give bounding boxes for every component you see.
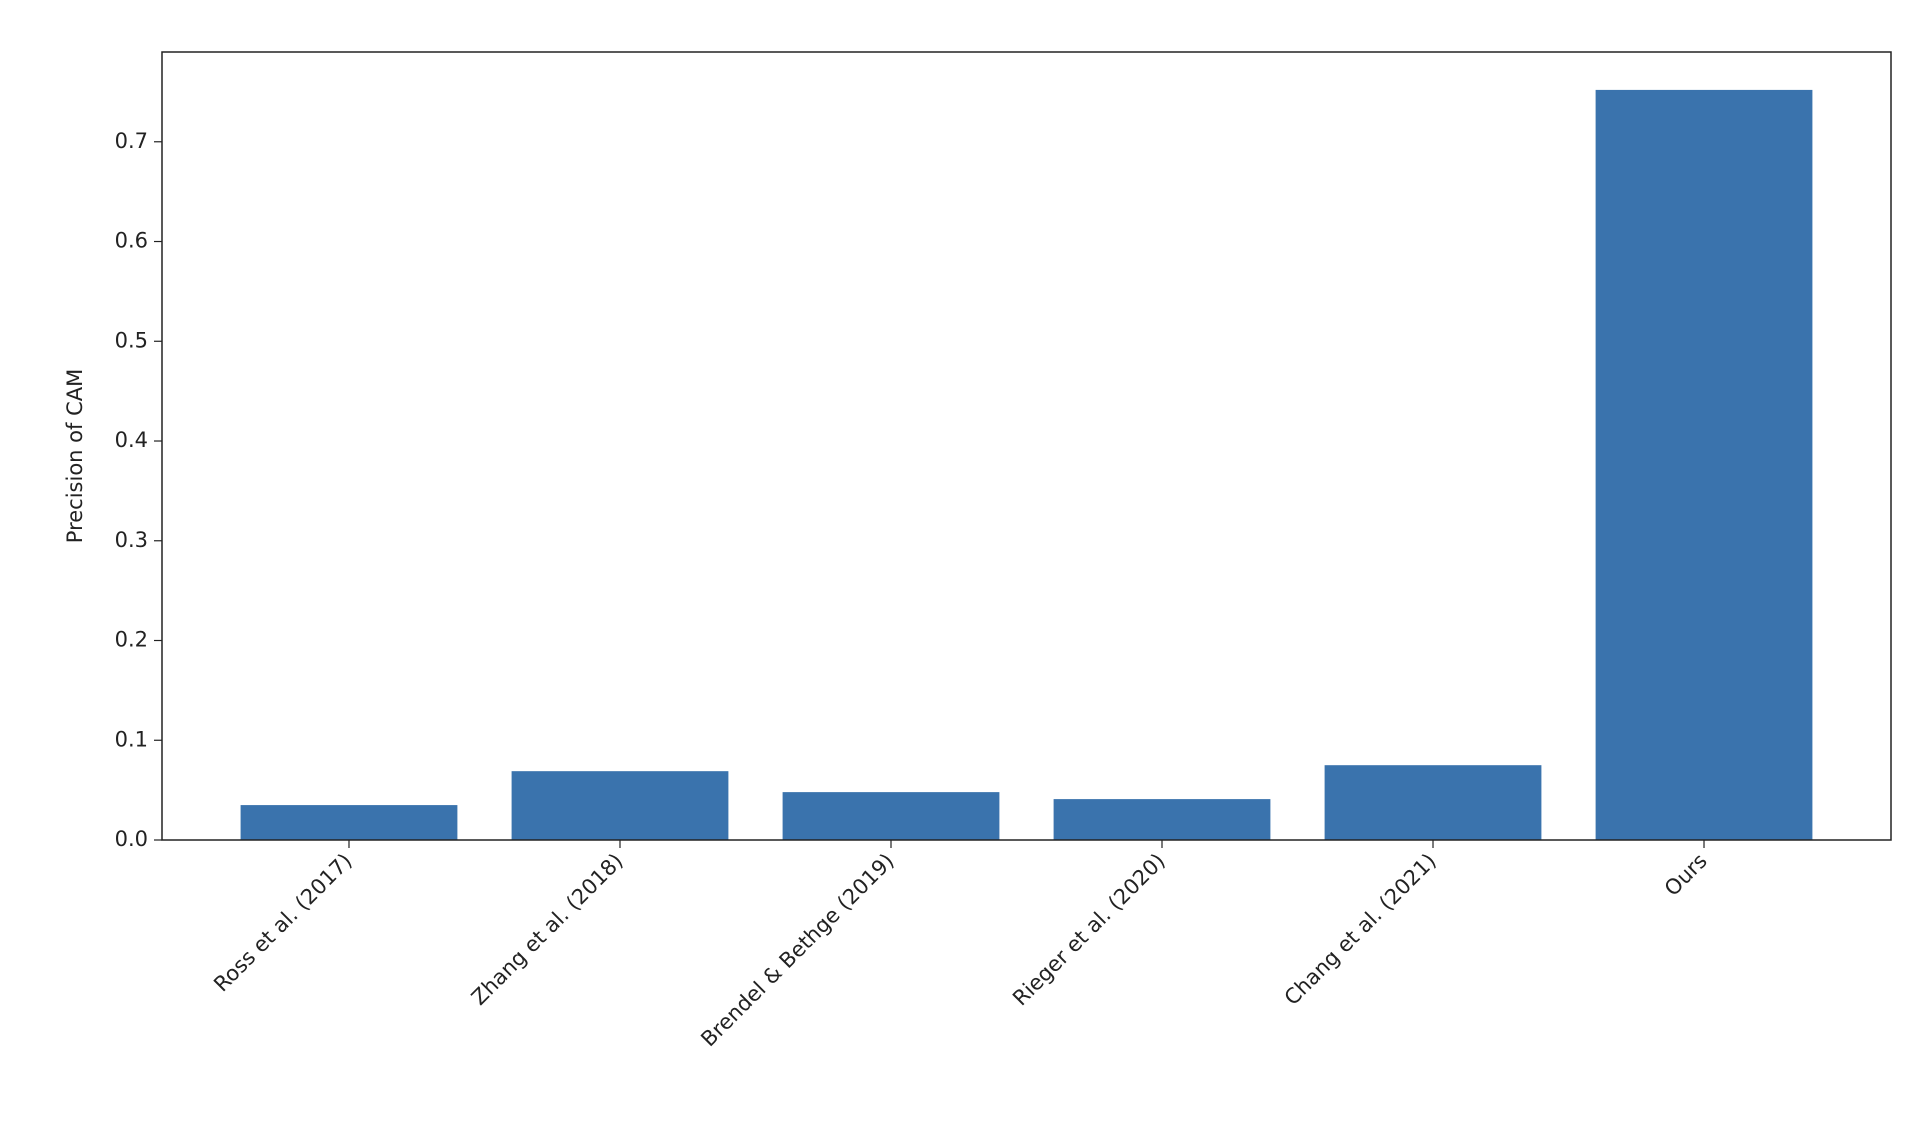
- y-tick-label: 0.2: [115, 628, 148, 652]
- y-tick-label: 0.6: [115, 229, 148, 253]
- bar: [240, 805, 458, 840]
- x-tick-label: Brendel & Bethge (2019): [696, 849, 898, 1051]
- bar: [1595, 89, 1813, 840]
- y-tick-label: 0.4: [115, 428, 148, 452]
- x-tick-label: Chang et al. (2021): [1280, 849, 1441, 1010]
- bar: [1324, 765, 1542, 840]
- y-tick-label: 0.5: [115, 328, 148, 352]
- y-axis-label: Precision of CAM: [63, 369, 87, 543]
- y-tick-label: 0.0: [115, 827, 148, 851]
- x-tick-label: Zhang et al. (2018): [467, 849, 628, 1010]
- bar: [782, 792, 1000, 840]
- bar: [1053, 799, 1271, 840]
- plot-frame: [161, 51, 1892, 841]
- bar: [511, 771, 729, 840]
- x-tick-label: Ours: [1660, 849, 1712, 901]
- y-tick-label: 0.1: [115, 727, 148, 751]
- y-tick-label: 0.7: [115, 129, 148, 153]
- x-tick-label: Rieger et al. (2020): [1008, 849, 1170, 1011]
- y-tick-label: 0.3: [115, 528, 148, 552]
- x-tick-label: Ross et al. (2017): [209, 849, 357, 997]
